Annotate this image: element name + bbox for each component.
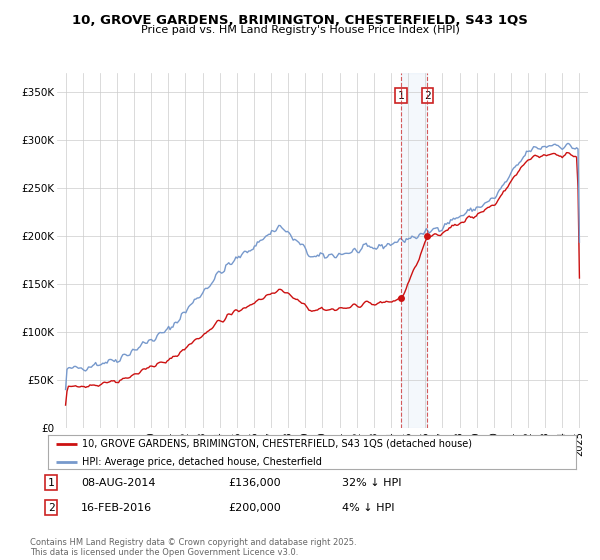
Text: 10, GROVE GARDENS, BRIMINGTON, CHESTERFIELD, S43 1QS (detached house): 10, GROVE GARDENS, BRIMINGTON, CHESTERFI…: [82, 439, 472, 449]
Text: Price paid vs. HM Land Registry's House Price Index (HPI): Price paid vs. HM Land Registry's House …: [140, 25, 460, 35]
Text: £136,000: £136,000: [228, 478, 281, 488]
Text: 10, GROVE GARDENS, BRIMINGTON, CHESTERFIELD, S43 1QS: 10, GROVE GARDENS, BRIMINGTON, CHESTERFI…: [72, 14, 528, 27]
Text: 08-AUG-2014: 08-AUG-2014: [81, 478, 155, 488]
Text: 16-FEB-2016: 16-FEB-2016: [81, 503, 152, 513]
Text: 2: 2: [424, 91, 431, 101]
Text: HPI: Average price, detached house, Chesterfield: HPI: Average price, detached house, Ches…: [82, 456, 322, 466]
Text: Contains HM Land Registry data © Crown copyright and database right 2025.
This d: Contains HM Land Registry data © Crown c…: [30, 538, 356, 557]
Text: 4% ↓ HPI: 4% ↓ HPI: [342, 503, 395, 513]
Text: 1: 1: [47, 478, 55, 488]
Text: 1: 1: [398, 91, 404, 101]
Text: 32% ↓ HPI: 32% ↓ HPI: [342, 478, 401, 488]
Text: £200,000: £200,000: [228, 503, 281, 513]
Bar: [401, 73, 427, 428]
Text: 2: 2: [47, 503, 55, 513]
